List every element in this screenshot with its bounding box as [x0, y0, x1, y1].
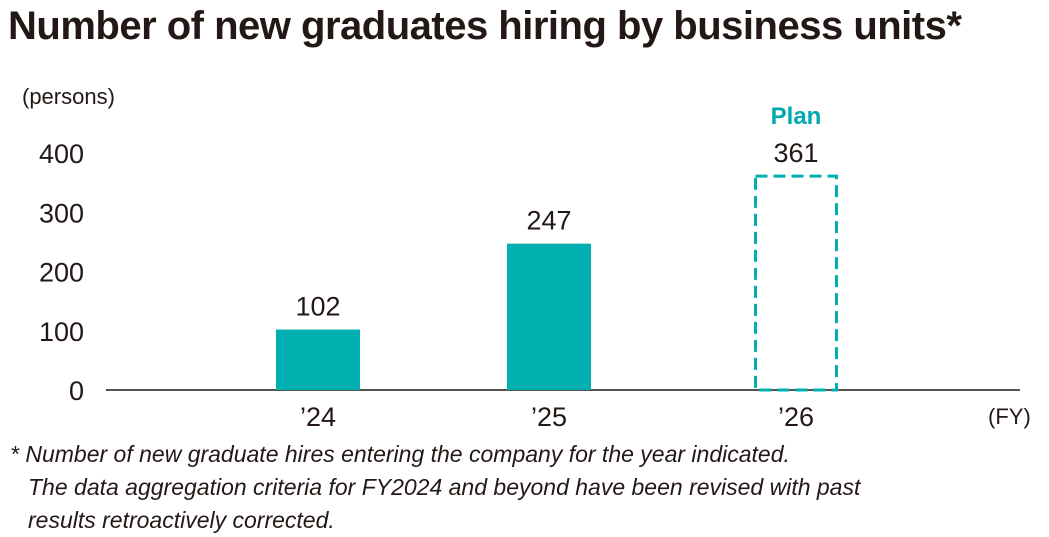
footnote-line-3: results retroactively corrected. [28, 507, 335, 533]
bar-value-label: 247 [526, 206, 571, 236]
x-tick-label: ’26 [778, 402, 814, 432]
plan-label: Plan [771, 103, 822, 130]
y-tick-label: 200 [39, 258, 84, 288]
x-tick-label: ’25 [531, 402, 567, 432]
footnotes: * Number of new graduate hires entering … [10, 438, 860, 537]
bar [276, 329, 360, 390]
bar-value-label: 361 [773, 138, 818, 168]
y-tick-label: 400 [39, 139, 84, 169]
x-axis-unit-label: (FY) [988, 404, 1031, 429]
x-tick-label: ’24 [300, 402, 336, 432]
chart-title: Number of new graduates hiring by busine… [8, 4, 962, 48]
plan-bar [754, 174, 838, 392]
bar [507, 243, 591, 390]
y-tick-label: 0 [69, 376, 84, 406]
y-tick-label: 100 [39, 317, 84, 347]
footnote-line-1: * Number of new graduate hires entering … [10, 441, 790, 467]
y-tick-label: 300 [39, 198, 84, 228]
bar-value-label: 102 [295, 292, 340, 322]
footnote-line-2: The data aggregation criteria for FY2024… [28, 474, 861, 500]
y-axis-unit-label: (persons) [22, 84, 115, 109]
